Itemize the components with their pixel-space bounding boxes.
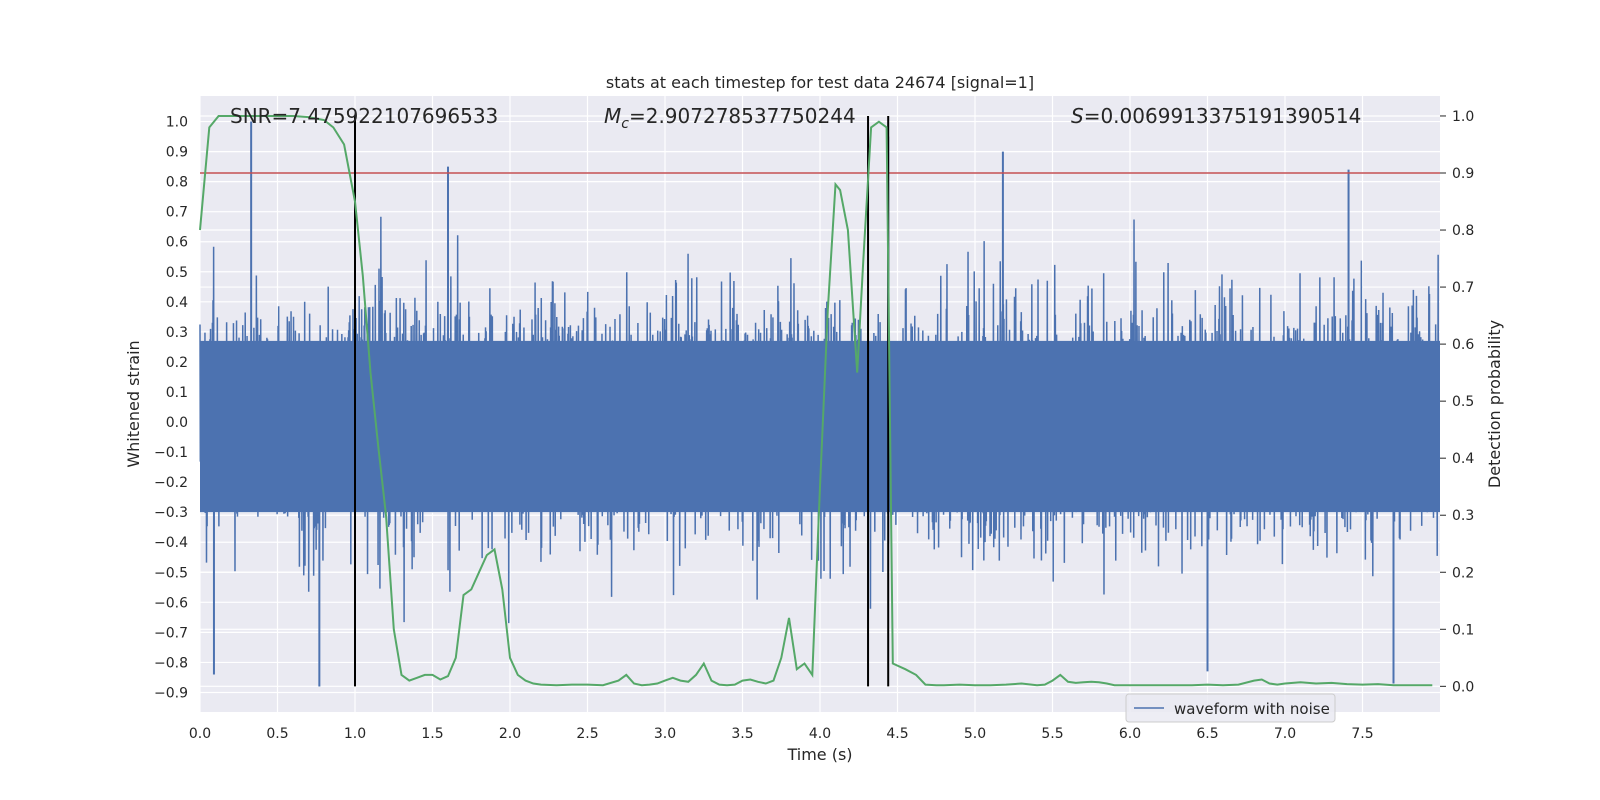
x-tick-label: 3.0 [654,726,676,742]
x-tick-label: 1.0 [344,726,366,742]
y-left-tick-label: −0.5 [154,565,188,581]
x-tick-label: 4.5 [886,726,908,742]
chirp-mass-value: =2.907278537750244 [629,104,856,128]
y-left-tick-label: 0.7 [166,205,188,221]
x-tick-label: 2.0 [499,726,521,742]
x-tick-label: 4.0 [809,726,831,742]
y-right-tick-label: 0.3 [1452,508,1474,524]
y-left-tick-label: −0.3 [154,505,188,521]
y-right-tick-label: 0.8 [1452,223,1474,239]
x-tick-label: 5.5 [1041,726,1063,742]
x-tick-label: 1.5 [421,726,443,742]
y-left-tick-label: 0.2 [166,355,188,371]
y-right-tick-label: 0.2 [1452,565,1474,581]
chirp-mass-subscript: c [621,116,629,132]
x-tick-label: 7.0 [1274,726,1296,742]
legend-label: waveform with noise [1174,700,1330,718]
y-right-tick-label: 0.9 [1452,166,1474,182]
x-axis-label: Time (s) [786,745,852,764]
y-left-tick-label: 0.9 [166,145,188,161]
y-right-tick-label: 0.5 [1452,394,1474,410]
x-tick-label: 2.5 [576,726,598,742]
y-axis-label-right: Detection probability [1485,320,1504,488]
y-left-tick-label: 0.8 [166,175,188,191]
chirp-mass-symbol: M [604,104,621,128]
y-left-tick-label: −0.1 [154,445,188,461]
s-annotation: S=0.0069913375191390514 [1071,104,1361,128]
y-right-tick-label: 1.0 [1452,109,1474,125]
legend: waveform with noise [1125,693,1336,723]
y-left-tick-label: −0.7 [154,625,188,641]
y-right-tick-label: 0.1 [1452,622,1474,638]
y-left-tick-label: 0.5 [166,265,188,281]
snr-annotation: SNR=7.475922107696533 [230,104,498,128]
x-tick-label: 6.0 [1119,726,1141,742]
x-tick-label: 7.5 [1351,726,1373,742]
y-left-tick-label: 0.3 [166,325,188,341]
x-tick-label: 6.5 [1196,726,1218,742]
y-right-tick-label: 0.6 [1452,337,1474,353]
y-right-tick-labels: 0.0 0.1 0.2 0.3 0.4 0.5 0.6 0.7 0.8 0.9 1.0 [1440,109,1474,695]
y-left-tick-label: −0.6 [154,595,188,611]
y-left-tick-label: 0.4 [166,295,188,311]
x-tick-label: 0.5 [266,726,288,742]
x-tick-label: 3.5 [731,726,753,742]
detection-probability-series [199,115,1433,687]
s-value: =0.0069913375191390514 [1084,104,1362,128]
y-right-tick-label: 0.0 [1452,679,1474,695]
legend-box [1125,693,1336,723]
y-left-tick-label: 0.1 [166,385,188,401]
x-tick-labels: 0.0 0.5 1.0 1.5 2.0 2.5 3.0 3.5 4.0 4.5 5.0 5.5 6.0 6… [189,726,1374,742]
x-tick-label: 0.0 [189,726,211,742]
y-left-tick-label: 0.6 [166,235,188,251]
chirp-mass-annotation: Mc=2.907278537750244 [604,104,856,132]
y-left-tick-label: −0.9 [154,685,188,701]
y-axis-label-left: Whitened strain [124,340,143,467]
y-left-tick-label: 0.0 [166,415,188,431]
y-left-tick-label: −0.4 [154,535,188,551]
x-tick-label: 5.0 [964,726,986,742]
y-right-tick-label: 0.4 [1452,451,1474,467]
y-left-tick-labels: −0.9 −0.8 −0.7 −0.6 −0.5 −0.4 −0.3 −0.2 −0.1 0.0 0… [154,115,188,702]
y-left-tick-label: −0.2 [154,475,188,491]
y-left-tick-label: 1.0 [166,115,188,131]
s-symbol: S [1071,104,1084,128]
chart-title: stats at each timestep for test data 246… [606,73,1034,92]
y-left-tick-label: −0.8 [154,655,188,671]
y-right-tick-label: 0.7 [1452,280,1474,296]
